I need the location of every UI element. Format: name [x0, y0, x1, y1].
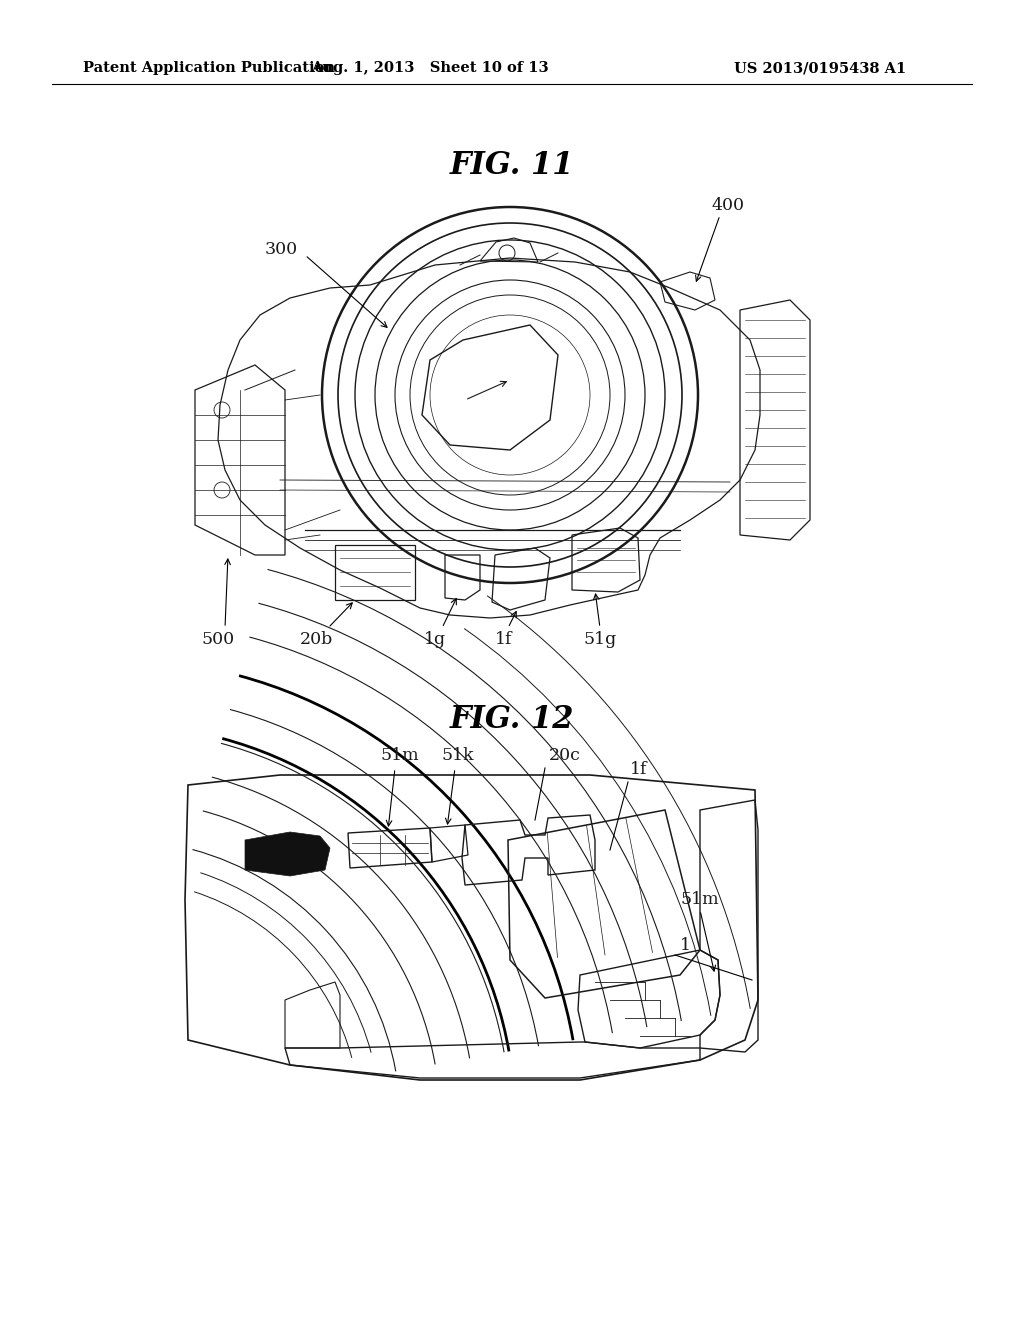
Text: 1f: 1f [630, 762, 647, 779]
Text: 1: 1 [680, 936, 691, 953]
Text: 51m: 51m [680, 891, 719, 908]
Text: 20b: 20b [299, 631, 333, 648]
Text: 51g: 51g [584, 631, 616, 648]
Text: 51k: 51k [441, 747, 474, 763]
Text: 400: 400 [712, 197, 745, 214]
Text: 300: 300 [265, 242, 298, 259]
Text: US 2013/0195438 A1: US 2013/0195438 A1 [734, 61, 906, 75]
Text: FIG. 11: FIG. 11 [450, 149, 574, 181]
Text: 51m: 51m [381, 747, 419, 763]
Text: Aug. 1, 2013   Sheet 10 of 13: Aug. 1, 2013 Sheet 10 of 13 [311, 61, 549, 75]
Text: 1f: 1f [496, 631, 513, 648]
Polygon shape [245, 832, 330, 876]
Text: FIG. 12: FIG. 12 [450, 705, 574, 735]
Text: 500: 500 [202, 631, 234, 648]
Text: Patent Application Publication: Patent Application Publication [83, 61, 335, 75]
Text: 1g: 1g [424, 631, 446, 648]
Text: 20c: 20c [549, 747, 581, 763]
